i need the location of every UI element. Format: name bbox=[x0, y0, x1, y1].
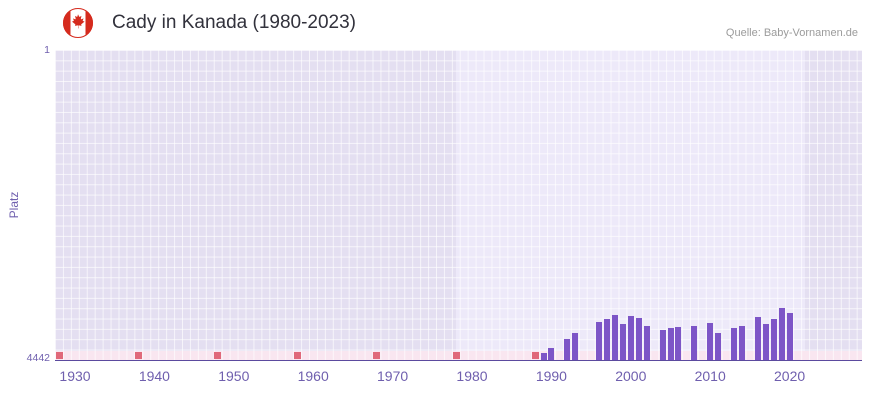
bar-2010 bbox=[707, 322, 714, 360]
x-tick-label-1940: 1940 bbox=[138, 368, 170, 384]
y-tick-bottom: 4442 bbox=[26, 352, 50, 364]
missing-data-marker-1968 bbox=[373, 352, 381, 359]
bar-2004 bbox=[659, 329, 666, 360]
bar-2016 bbox=[754, 317, 761, 360]
bar-2006 bbox=[675, 327, 682, 360]
bar-1996 bbox=[596, 321, 602, 360]
bar-2017 bbox=[762, 323, 769, 360]
x-tick-label-2020: 2020 bbox=[774, 368, 806, 384]
x-tick-label-2000: 2000 bbox=[615, 368, 647, 384]
x-tick-label-1960: 1960 bbox=[297, 368, 329, 384]
bar-1990 bbox=[548, 348, 555, 360]
x-tick-label-1930: 1930 bbox=[59, 368, 91, 384]
bar-1997 bbox=[604, 318, 610, 360]
x-tick-label-1950: 1950 bbox=[218, 368, 250, 384]
bar-2020 bbox=[786, 313, 793, 360]
source-attribution: Quelle: Baby-Vornamen.de bbox=[725, 27, 858, 39]
highlight-region-1980-2023 bbox=[456, 50, 806, 360]
y-tick-top: 1 bbox=[44, 44, 50, 56]
bar-1992 bbox=[564, 338, 571, 360]
x-tick-label-2010: 2010 bbox=[694, 368, 726, 384]
canada-flag-icon bbox=[62, 7, 94, 39]
y-axis-label: Platz bbox=[7, 191, 21, 219]
missing-data-marker-1958 bbox=[293, 352, 301, 359]
x-tick-label-1990: 1990 bbox=[535, 368, 567, 384]
bar-2001 bbox=[635, 318, 642, 360]
bar-1993 bbox=[572, 332, 579, 360]
x-tick-label-1980: 1980 bbox=[456, 368, 488, 384]
bar-1989 bbox=[540, 352, 547, 360]
bar-2005 bbox=[667, 328, 674, 360]
bar-2008 bbox=[691, 325, 698, 360]
bar-2013 bbox=[731, 328, 737, 360]
missing-data-marker-1938 bbox=[135, 352, 142, 359]
x-tick-label-1970: 1970 bbox=[377, 368, 409, 384]
bar-2019 bbox=[778, 308, 785, 360]
bar-2002 bbox=[643, 326, 650, 360]
missing-data-marker-1928 bbox=[55, 352, 63, 359]
bar-2011 bbox=[715, 333, 722, 360]
bar-2018 bbox=[770, 319, 777, 360]
bar-2014 bbox=[739, 326, 745, 360]
plot-area bbox=[55, 50, 862, 360]
bar-2000 bbox=[627, 315, 634, 360]
missing-data-marker-1948 bbox=[214, 352, 222, 359]
x-axis-line bbox=[55, 360, 862, 361]
missing-data-marker-1988 bbox=[532, 352, 539, 359]
bar-1999 bbox=[619, 323, 626, 360]
chart-title: Cady in Kanada (1980-2023) bbox=[112, 12, 357, 33]
missing-data-marker-1978 bbox=[452, 352, 460, 359]
bar-1998 bbox=[611, 315, 618, 360]
